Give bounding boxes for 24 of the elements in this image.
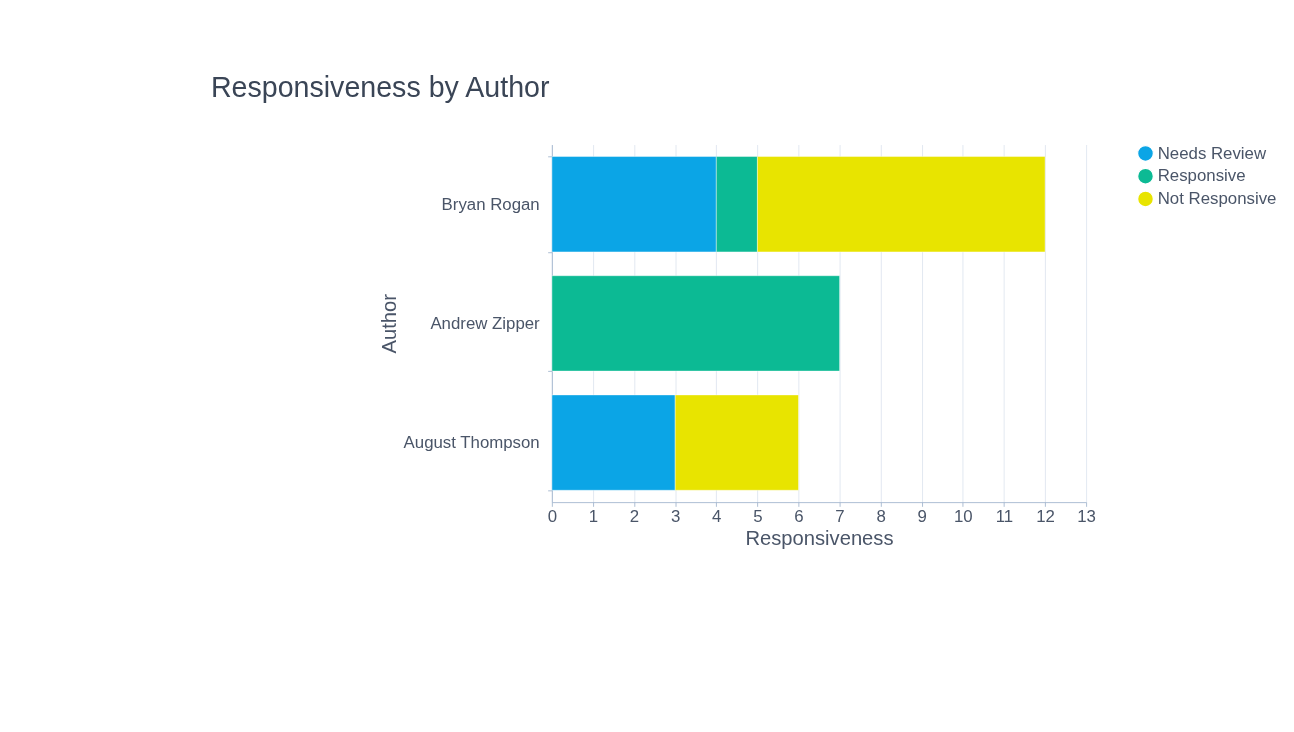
- x-tick-label: 10: [953, 506, 973, 526]
- x-tick-label: 6: [794, 506, 804, 526]
- y-tick-label: Andrew Zipper: [430, 313, 541, 333]
- legend-label: Responsive: [1157, 166, 1246, 186]
- legend-label: Not Responsive: [1157, 188, 1277, 208]
- y-tick-label: August Thompson: [403, 433, 540, 453]
- y-tick-label: Bryan Rogan: [441, 194, 540, 214]
- x-tick-label: 13: [1077, 506, 1096, 526]
- x-tick-label: 11: [995, 506, 1014, 526]
- x-tick-label: 12: [1036, 506, 1055, 526]
- bar: [551, 275, 840, 372]
- x-tick-label: 3: [670, 506, 681, 526]
- x-axis-title: Responsiveness: [745, 526, 894, 549]
- x-tick-label: 5: [753, 506, 763, 526]
- x-tick-label: 8: [876, 506, 886, 526]
- chart-title: Responsiveness by Author: [210, 70, 550, 103]
- y-axis-title: Author: [377, 293, 400, 354]
- x-tick-label: 4: [712, 506, 722, 526]
- x-tick-label: 9: [917, 506, 927, 526]
- x-tick-label: 0: [547, 506, 558, 526]
- x-tick-label: 2: [629, 506, 640, 526]
- x-tick-label: 7: [835, 506, 845, 526]
- x-tick-label: 1: [588, 506, 599, 526]
- legend-label: Needs Review: [1157, 143, 1267, 163]
